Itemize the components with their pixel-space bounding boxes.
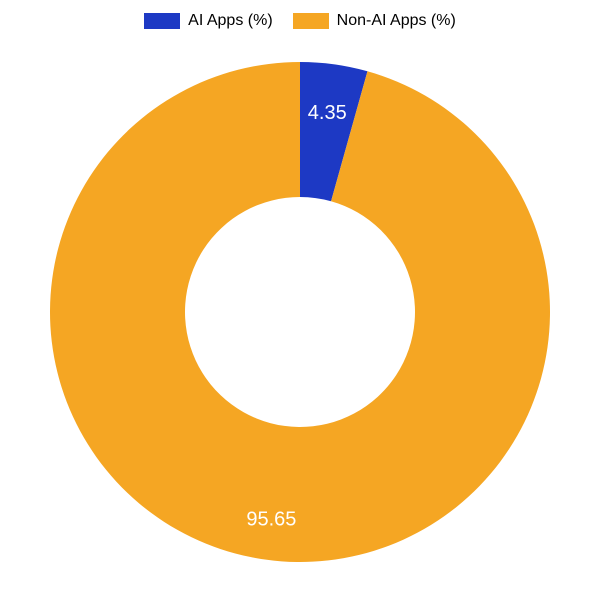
legend-item-ai: AI Apps (%) bbox=[144, 12, 272, 30]
legend-swatch-ai bbox=[144, 13, 180, 29]
donut-chart: 4.35 95.65 bbox=[40, 52, 560, 572]
donut-slices bbox=[50, 62, 550, 562]
slice-label-ai: 4.35 bbox=[308, 102, 347, 124]
donut-svg: 4.35 95.65 bbox=[40, 52, 560, 572]
chart-legend: AI Apps (%) Non-AI Apps (%) bbox=[0, 0, 600, 30]
legend-label-nonai: Non-AI Apps (%) bbox=[337, 12, 456, 30]
legend-item-nonai: Non-AI Apps (%) bbox=[293, 12, 456, 30]
slice-nonai bbox=[50, 62, 550, 562]
legend-label-ai: AI Apps (%) bbox=[188, 12, 272, 30]
slice-label-nonai: 95.65 bbox=[246, 508, 296, 530]
legend-swatch-nonai bbox=[293, 13, 329, 29]
